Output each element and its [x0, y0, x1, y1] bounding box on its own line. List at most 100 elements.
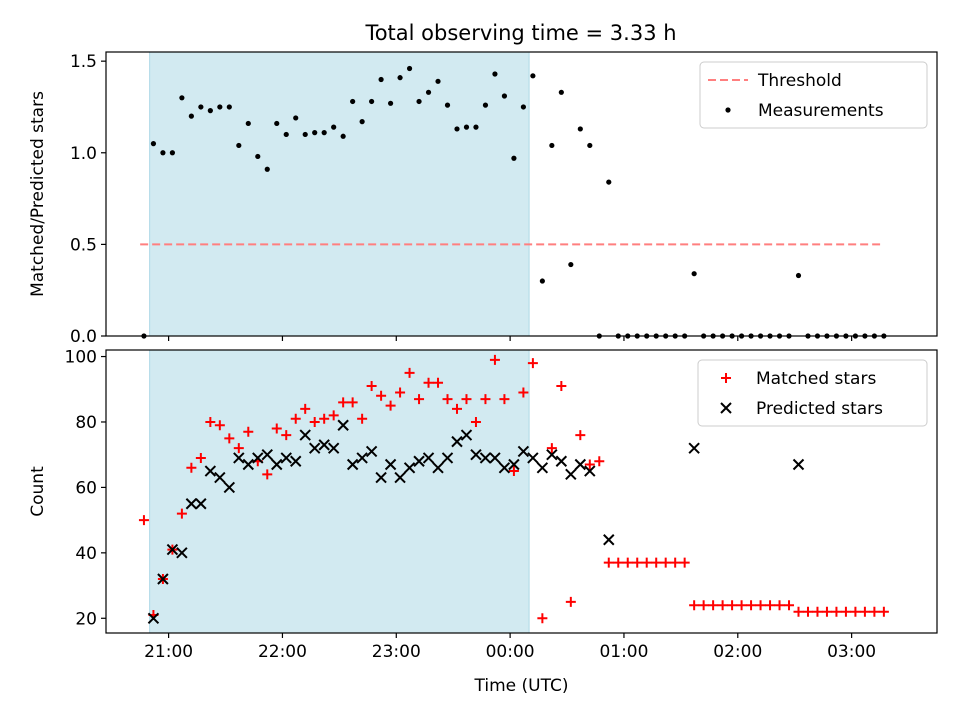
bottom-panel: 20 40 60 80 100 21:00 22:00 23:00 00:00 01:00 02:0… [28, 348, 938, 696]
measurement-point [454, 126, 460, 132]
measurement-point [217, 104, 223, 110]
matched-star-point [224, 433, 235, 444]
measurement-point [587, 142, 593, 149]
predicted-star-point [565, 468, 577, 481]
observing-span-shade [149, 349, 530, 634]
legend-measurement-marker [725, 107, 731, 113]
predicted-star-point [204, 465, 217, 477]
measurement-point [511, 155, 517, 161]
matched-star-point [271, 423, 282, 434]
matched-star-point [357, 413, 368, 424]
predicted-star-point [394, 471, 406, 484]
matched-star-point [442, 394, 453, 405]
matched-star-point [470, 416, 481, 427]
measurement-point [463, 124, 470, 130]
legend: Matched stars Predicted stars [697, 359, 928, 427]
matched-star-point [755, 600, 766, 611]
matched-star-point [290, 413, 301, 424]
matched-star-point [366, 380, 377, 391]
matched-star-point [878, 606, 889, 617]
matched-star-point [138, 515, 149, 526]
y-tick-label: 1.5 [70, 52, 97, 72]
predicted-star-point [365, 445, 378, 458]
matched-star-point [499, 394, 510, 405]
predicted-star-point [792, 458, 805, 471]
matched-star-point [632, 557, 643, 568]
matched-star-point [698, 600, 709, 611]
matched-star-point [537, 613, 548, 624]
x-tick-label: 02:00 [713, 642, 762, 662]
axes-frame [105, 349, 938, 634]
matched-star-point [319, 413, 330, 424]
measurement-point [501, 93, 508, 99]
matched-star-point [205, 416, 216, 427]
measurement-point [473, 124, 479, 130]
predicted-star-point [536, 462, 549, 474]
measurement-point [482, 102, 489, 108]
matched-star-point [708, 600, 719, 611]
predicted-star-point [422, 452, 435, 464]
matched-star-point [395, 387, 406, 398]
measurement-point [397, 75, 403, 81]
measurement-point [245, 120, 251, 127]
measurement-point [312, 130, 318, 136]
matched-star-point [651, 557, 662, 568]
matched-star-point [262, 469, 273, 480]
legend-label: Matched stars [756, 369, 876, 389]
measurement-point [207, 108, 213, 114]
matched-star-point [869, 606, 880, 617]
matched-star-point [746, 600, 757, 611]
legend-box [697, 359, 928, 427]
predicted-star-point [688, 442, 700, 454]
measurement-point [179, 95, 185, 101]
matched-star-point [461, 394, 472, 405]
matched-star-point [556, 380, 567, 391]
x-tick-label: 21:00 [144, 642, 193, 662]
figure-title: Total observing time = 3.33 h [364, 21, 676, 45]
measurement-point [198, 104, 204, 110]
x-tick-label: 23:00 [372, 642, 421, 662]
measurement-point [568, 261, 574, 268]
matched-star-point [603, 557, 614, 568]
matched-star-point [660, 557, 671, 568]
matched-star-point [594, 456, 605, 467]
matched-star-point [774, 600, 785, 611]
measurement-point [539, 278, 545, 284]
measurement-point [416, 98, 422, 105]
measurement-point [255, 153, 261, 160]
matched-star-point [480, 394, 491, 405]
measurement-point [406, 65, 413, 72]
matched-star-point [518, 387, 529, 398]
measurement-point [274, 120, 280, 127]
measurement-point [444, 102, 451, 108]
predicted-star-point [299, 429, 311, 441]
matched-star-point [850, 606, 861, 617]
predicted-star-point [308, 442, 321, 454]
y-tick-label: 1.0 [70, 144, 97, 164]
matched-star-point [309, 416, 320, 427]
predicted-star-point [508, 458, 520, 471]
matched-star-point [385, 400, 396, 411]
matched-star-point [214, 420, 225, 431]
matched-star-point [338, 397, 349, 408]
y-tick-label: 0.0 [70, 327, 97, 347]
predicted-star-point [517, 445, 530, 458]
measurement-point [549, 142, 555, 149]
measurement-point [331, 124, 337, 130]
matched-star-point [565, 596, 576, 607]
predicted-star-point [271, 458, 283, 471]
x-axis-label: Time (UTC) [474, 676, 569, 696]
matched-star-point [812, 606, 823, 617]
predicted-star-point [527, 452, 539, 464]
axes-frame [105, 51, 938, 337]
measurement-point [520, 104, 526, 110]
predicted-star-point [384, 458, 397, 471]
x-tick-label: 00:00 [486, 642, 535, 662]
predicted-star-point [185, 498, 198, 510]
predicted-star-point [252, 452, 264, 464]
predicted-star-point [356, 452, 368, 464]
matched-star-point [584, 459, 595, 470]
legend: Threshold Measurements [699, 61, 928, 129]
matched-star-point [859, 606, 870, 617]
